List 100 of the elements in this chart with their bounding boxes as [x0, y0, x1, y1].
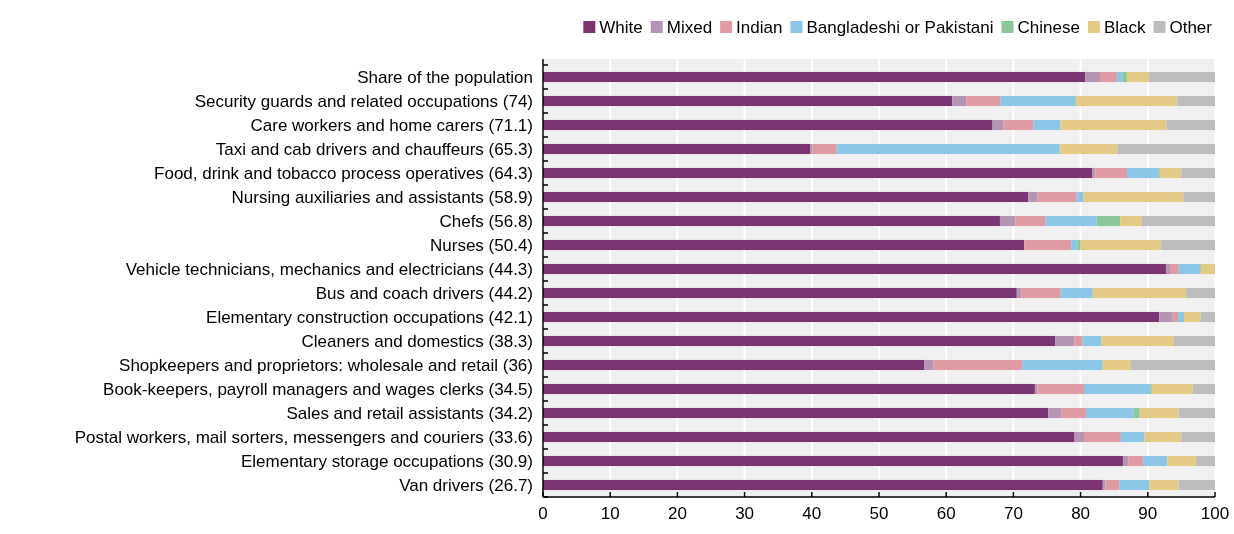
bar — [1122, 455, 1129, 467]
bar — [966, 95, 1001, 107]
bar — [1143, 455, 1168, 467]
bar — [543, 95, 953, 107]
bar — [1101, 335, 1175, 347]
bar — [1117, 143, 1215, 155]
bar — [543, 431, 1075, 443]
bar — [1122, 71, 1127, 83]
bar — [1033, 119, 1061, 131]
y-tick-label: Elementary storage occupations (30.9) — [241, 451, 533, 471]
bar — [812, 143, 837, 155]
bar — [1061, 407, 1086, 419]
x-tick-label: 70 — [1003, 504, 1023, 523]
bar — [543, 383, 1035, 395]
bar — [1133, 407, 1140, 419]
bar — [1100, 71, 1117, 83]
bar — [1048, 407, 1062, 419]
bar — [543, 263, 1166, 275]
y-tick-label: Book-keepers, payroll managers and wages clerks (34.5) — [103, 379, 533, 399]
bar — [1120, 431, 1145, 443]
bar — [1015, 215, 1046, 227]
y-tick-label: Share of the population — [357, 67, 533, 87]
bar — [1095, 167, 1127, 179]
bar — [1074, 431, 1084, 443]
bar — [1059, 143, 1118, 155]
bar — [543, 479, 1103, 491]
bar — [1096, 215, 1121, 227]
bar — [992, 119, 1004, 131]
bar — [810, 143, 813, 155]
bar — [1169, 263, 1179, 275]
legend-label: Chinese — [1017, 17, 1080, 37]
bar — [1167, 455, 1197, 467]
x-tick-label: 90 — [1138, 504, 1158, 523]
y-tick-label: Cleaners and domestics (38.3) — [301, 331, 533, 351]
bar — [1141, 215, 1215, 227]
bar — [1119, 479, 1150, 491]
bar — [1178, 407, 1215, 419]
bar — [1165, 263, 1170, 275]
bar — [1200, 263, 1215, 275]
legend-label: White — [599, 17, 643, 37]
bar — [543, 287, 1017, 299]
bar — [543, 71, 1086, 83]
bar — [1022, 359, 1103, 371]
bar — [1102, 359, 1131, 371]
bar — [1144, 431, 1182, 443]
bar — [543, 143, 811, 155]
bar — [543, 359, 925, 371]
x-tick-label: 80 — [1071, 504, 1091, 523]
bar — [1024, 239, 1072, 251]
bar — [1075, 95, 1178, 107]
bar — [543, 191, 1029, 203]
bar — [1060, 287, 1093, 299]
bar — [1161, 239, 1215, 251]
bar — [543, 407, 1049, 419]
bar — [1021, 287, 1061, 299]
bar — [1149, 71, 1215, 83]
bar — [1177, 95, 1215, 107]
x-tick-label: 50 — [869, 504, 889, 523]
legend-label: Indian — [736, 17, 783, 37]
x-tick-label: 10 — [600, 504, 620, 523]
bar — [1192, 383, 1215, 395]
y-tick-label: Food, drink and tobacco process operatives (64.3) — [154, 163, 533, 183]
bar — [543, 335, 1056, 347]
y-tick-label: Bus and coach drivers (44.2) — [315, 283, 533, 303]
y-tick-label: Care workers and home carers (71.1) — [250, 115, 533, 135]
bar — [543, 167, 1093, 179]
bar — [1080, 239, 1162, 251]
bar — [1085, 407, 1134, 419]
bar — [1131, 359, 1215, 371]
bar — [1060, 119, 1167, 131]
bar — [1083, 383, 1151, 395]
x-tick-label: 0 — [538, 504, 548, 523]
legend-label: Bangladeshi or Pakistani — [806, 17, 994, 37]
bar — [1045, 215, 1097, 227]
bar — [1126, 167, 1159, 179]
bar — [1200, 311, 1215, 323]
legend-label: Black — [1103, 17, 1146, 37]
bar — [1085, 71, 1101, 83]
y-tick-label: Elementary construction occupations (42.1) — [206, 307, 533, 327]
legend-label: Other — [1169, 17, 1213, 37]
y-tick-label: Van drivers (26.7) — [399, 475, 533, 495]
x-tick-label: 100 — [1200, 504, 1230, 523]
bar — [1074, 335, 1083, 347]
legend-label: Mixed — [666, 17, 713, 37]
y-tick-label: Chefs (56.8) — [439, 211, 533, 231]
bar — [1034, 383, 1038, 395]
bar — [1092, 287, 1187, 299]
bar — [1139, 407, 1179, 419]
bar — [543, 239, 1025, 251]
bar — [1159, 311, 1173, 323]
bar — [1196, 455, 1215, 467]
bar — [1186, 287, 1215, 299]
bar — [1116, 71, 1123, 83]
bar — [1128, 455, 1144, 467]
bar — [1037, 383, 1084, 395]
bar — [1149, 479, 1179, 491]
bar — [1181, 431, 1215, 443]
bar — [1172, 311, 1179, 323]
bar — [836, 143, 1060, 155]
bar — [1181, 167, 1215, 179]
